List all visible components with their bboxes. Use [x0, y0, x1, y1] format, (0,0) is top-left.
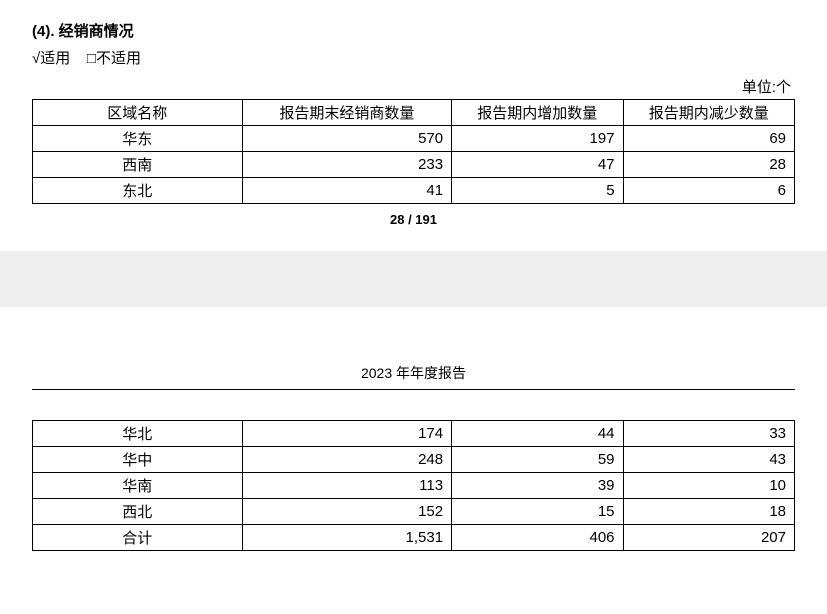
cell-added: 44 — [452, 421, 623, 447]
cell-added: 59 — [452, 447, 623, 473]
cell-removed: 69 — [623, 126, 794, 152]
cell-region: 合计 — [33, 525, 243, 551]
unit-label: 单位:个 — [32, 76, 795, 97]
cell-removed: 28 — [623, 152, 794, 178]
cell-end-count: 152 — [242, 499, 452, 525]
cell-end-count: 233 — [242, 152, 452, 178]
cell-region: 华中 — [33, 447, 243, 473]
header-removed: 报告期内减少数量 — [623, 100, 794, 126]
cell-removed: 33 — [623, 421, 794, 447]
applicable-line: √适用 □不适用 — [32, 47, 795, 68]
header-end-count: 报告期末经销商数量 — [242, 100, 452, 126]
table-row: 东北 41 5 6 — [33, 178, 795, 204]
table-row: 区域名称 报告期末经销商数量 报告期内增加数量 报告期内减少数量 — [33, 100, 795, 126]
table-row-total: 合计 1,531 406 207 — [33, 525, 795, 551]
cell-region: 华东 — [33, 126, 243, 152]
cell-added: 406 — [452, 525, 623, 551]
table-row: 华北 174 44 33 — [33, 421, 795, 447]
page-break — [0, 251, 827, 307]
applicable-check: √适用 — [32, 50, 70, 67]
report-title: 2023 年年度报告 — [32, 363, 795, 390]
cell-region: 东北 — [33, 178, 243, 204]
cell-removed: 207 — [623, 525, 794, 551]
cell-removed: 10 — [623, 473, 794, 499]
cell-added: 47 — [452, 152, 623, 178]
table-row: 西南 233 47 28 — [33, 152, 795, 178]
page-number: 28 / 191 — [32, 212, 795, 227]
cell-end-count: 570 — [242, 126, 452, 152]
cell-end-count: 248 — [242, 447, 452, 473]
dealer-table-1: 区域名称 报告期末经销商数量 报告期内增加数量 报告期内减少数量 华东 570 … — [32, 99, 795, 204]
table-row: 华东 570 197 69 — [33, 126, 795, 152]
section-title: (4). 经销商情况 — [32, 20, 795, 41]
table-row: 华中 248 59 43 — [33, 447, 795, 473]
dealer-table-2: 华北 174 44 33 华中 248 59 43 华南 113 39 10 西… — [32, 420, 795, 551]
cell-end-count: 41 — [242, 178, 452, 204]
cell-end-count: 1,531 — [242, 525, 452, 551]
not-applicable-check: □不适用 — [87, 50, 141, 67]
cell-end-count: 113 — [242, 473, 452, 499]
cell-added: 15 — [452, 499, 623, 525]
header-region: 区域名称 — [33, 100, 243, 126]
page-1-content: (4). 经销商情况 √适用 □不适用 单位:个 区域名称 报告期末经销商数量 … — [0, 0, 827, 227]
cell-region: 西北 — [33, 499, 243, 525]
cell-added: 197 — [452, 126, 623, 152]
page-2-content: 2023 年年度报告 华北 174 44 33 华中 248 59 43 华南 … — [0, 343, 827, 551]
cell-region: 西南 — [33, 152, 243, 178]
header-added: 报告期内增加数量 — [452, 100, 623, 126]
cell-removed: 6 — [623, 178, 794, 204]
cell-added: 39 — [452, 473, 623, 499]
cell-removed: 43 — [623, 447, 794, 473]
table-row: 西北 152 15 18 — [33, 499, 795, 525]
cell-region: 华北 — [33, 421, 243, 447]
table-row: 华南 113 39 10 — [33, 473, 795, 499]
cell-removed: 18 — [623, 499, 794, 525]
cell-added: 5 — [452, 178, 623, 204]
cell-end-count: 174 — [242, 421, 452, 447]
cell-region: 华南 — [33, 473, 243, 499]
